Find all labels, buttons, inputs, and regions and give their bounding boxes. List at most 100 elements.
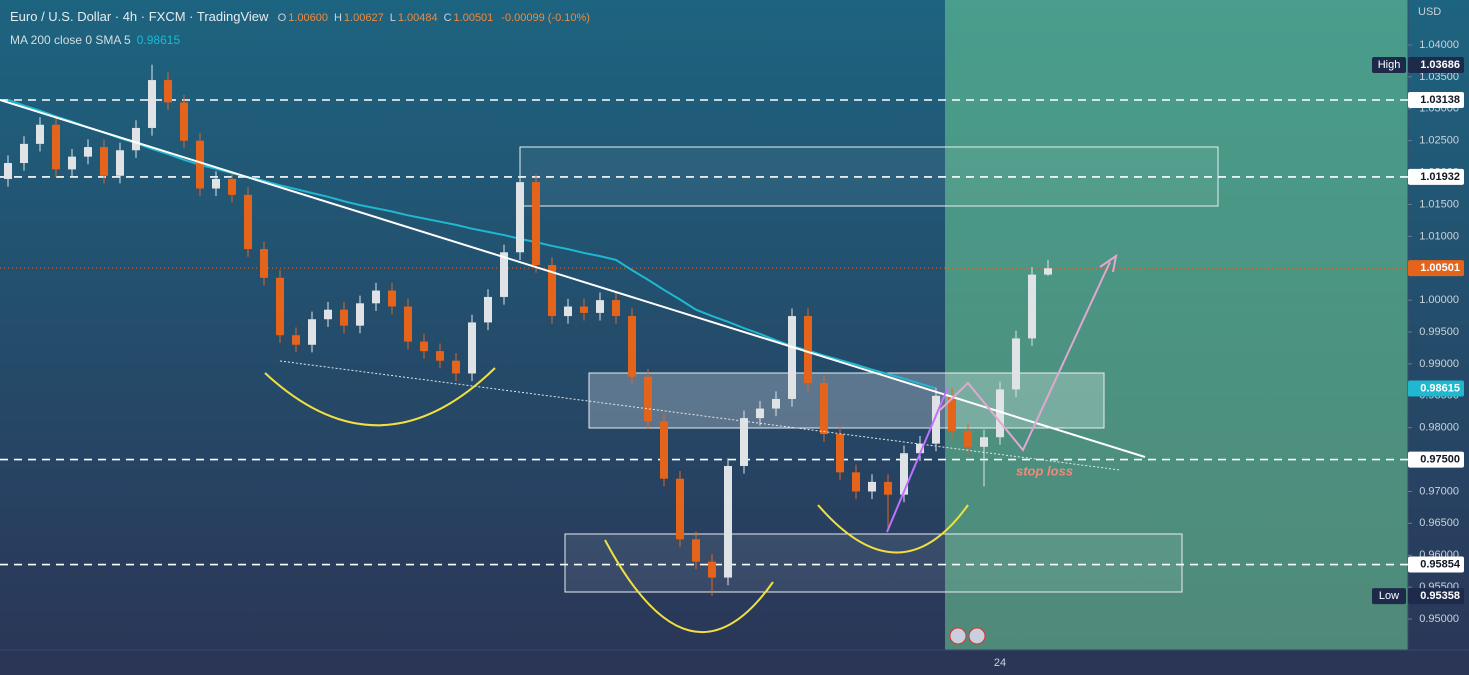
candle-body	[260, 249, 268, 278]
candle-body	[948, 395, 956, 431]
ohlc-value: 1.00600	[288, 12, 328, 24]
candle-body	[580, 306, 588, 313]
candle-body	[676, 478, 684, 540]
candle-body	[404, 306, 412, 342]
pattern-curve	[817, 504, 969, 554]
arrow-head	[1099, 253, 1118, 273]
candle-body	[1044, 268, 1052, 275]
price-label: 1.03138	[1420, 94, 1460, 106]
candle-body	[868, 481, 876, 492]
ohlc-key: H	[333, 12, 342, 24]
y-tick-label: 0.98000	[1419, 422, 1459, 434]
candle-body	[148, 80, 156, 128]
axis-unit: USD	[1418, 6, 1441, 18]
candle-body	[324, 309, 332, 320]
candle-body	[740, 418, 748, 466]
price-label: 0.98615	[1420, 382, 1460, 394]
ohlc-key: O	[277, 12, 287, 24]
candle-body	[20, 143, 28, 164]
candle-body	[116, 150, 124, 176]
price-label-box	[1408, 260, 1464, 277]
candle-body	[724, 465, 732, 578]
ohlc-value: 1.00627	[343, 12, 384, 24]
trend-support	[886, 386, 949, 533]
price-tag: Low	[1379, 590, 1399, 602]
ohlc-key: C	[443, 12, 452, 24]
price-label: 1.03686	[1420, 59, 1460, 71]
price-tag: High	[1378, 59, 1401, 71]
candle-body	[340, 309, 348, 326]
price-label: 1.00501	[1420, 262, 1460, 274]
candle-body	[132, 127, 140, 151]
pattern-curve	[604, 539, 774, 634]
candle-body	[852, 472, 860, 492]
candle-body	[980, 437, 988, 447]
candle-body	[900, 453, 908, 495]
candle-body	[1012, 338, 1020, 390]
candle-body	[628, 316, 636, 377]
y-tick-label: 0.99500	[1419, 326, 1459, 338]
indicator-value: 0.98615	[136, 33, 181, 47]
y-tick-label: 1.01500	[1419, 198, 1459, 210]
candle-body	[196, 140, 204, 189]
price-label-box	[1408, 168, 1464, 185]
candle-body	[820, 383, 828, 435]
pattern-curve	[264, 367, 496, 427]
candle-body	[692, 539, 700, 562]
candle-body	[660, 421, 668, 479]
y-tick-label: 1.03500	[1419, 71, 1459, 83]
y-tick-label: 0.99000	[1419, 358, 1459, 370]
candle-body	[564, 306, 572, 317]
projection-path	[939, 261, 1111, 452]
candle-body	[372, 290, 380, 304]
candle-body	[548, 265, 556, 317]
candle-body	[164, 80, 172, 103]
candle-body	[532, 182, 540, 266]
symbol-title: Euro / U.S. Dollar · 4h · FXCM · Trading…	[10, 9, 269, 24]
trendline-dotted	[279, 360, 1121, 471]
candle-body	[756, 408, 764, 419]
candle-body	[388, 290, 396, 307]
price-label: 0.95854	[1420, 558, 1461, 570]
price-label-box	[1408, 57, 1464, 74]
candle-body	[292, 335, 300, 345]
candle-body	[996, 389, 1004, 438]
candle-body	[804, 316, 812, 384]
ohlc-value: 1.00484	[397, 12, 438, 24]
candle-body	[484, 296, 492, 323]
candle-body	[356, 303, 364, 326]
moving-average	[7, 98, 937, 390]
candle-body	[1028, 274, 1036, 339]
price-label-box	[1408, 92, 1464, 108]
candle-body	[500, 252, 508, 297]
price-tag-box	[1372, 588, 1406, 605]
candle-body	[100, 147, 108, 176]
y-tick-label: 1.01000	[1419, 230, 1459, 242]
candle-body	[468, 322, 476, 374]
price-label-box	[1408, 380, 1464, 397]
candle-body	[884, 481, 892, 495]
event-flag	[949, 627, 967, 645]
candle-body	[276, 277, 284, 336]
candle-body	[244, 194, 252, 250]
candle-body	[916, 443, 924, 454]
header: Euro / U.S. Dollar · 4h · FXCM · Trading…	[10, 9, 596, 24]
candle-body	[788, 316, 796, 399]
price-label-box	[1408, 588, 1464, 605]
candle-body	[84, 147, 92, 157]
candle-body	[772, 398, 780, 409]
candle-body	[308, 319, 316, 345]
x-tick-label: 24	[994, 657, 1006, 669]
candle-body	[516, 182, 524, 253]
demand-zone	[564, 533, 1183, 593]
price-label-box	[1408, 556, 1464, 573]
y-tick-label: 0.95000	[1419, 613, 1459, 625]
candle-body	[436, 351, 444, 361]
candle-body	[596, 300, 604, 313]
ohlc-key: L	[389, 12, 396, 24]
projection-zone	[945, 0, 1408, 650]
candle-body	[836, 434, 844, 473]
indicator-name: MA 200 close 0 SMA 5	[10, 33, 131, 47]
